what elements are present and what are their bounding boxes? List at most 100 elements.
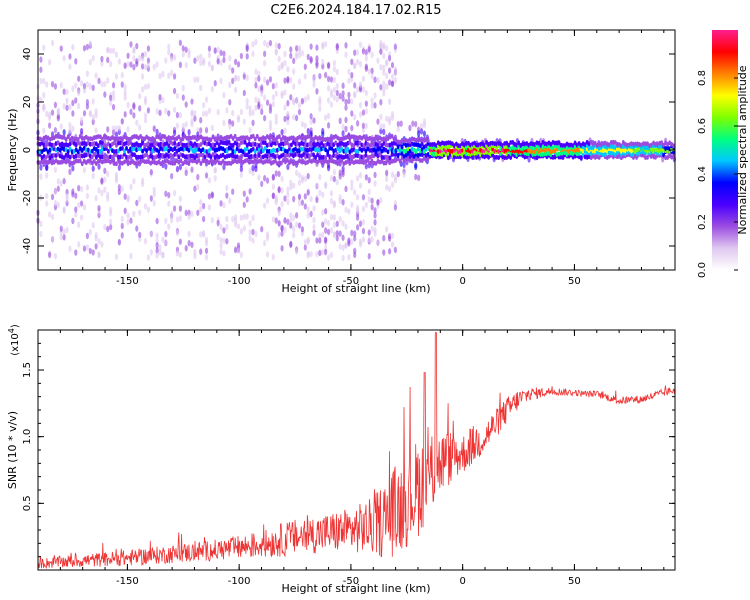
- spectrogram-speckle: [94, 194, 98, 202]
- spectrogram-band-cell: [92, 158, 96, 164]
- spectrogram-speckle: [277, 220, 281, 227]
- spectrogram-speckle: [382, 52, 386, 60]
- spectrogram-speckle: [254, 38, 258, 46]
- spectrogram-speckle: [344, 185, 348, 193]
- x-tick-label: -150: [116, 276, 139, 287]
- spectrogram-band-cell: [400, 151, 404, 157]
- spectrogram-band-cell: [294, 160, 297, 166]
- spectrogram-speckle: [181, 94, 185, 101]
- spectrogram-band-cell: [372, 137, 376, 142]
- spectrogram-speckle: [385, 115, 389, 123]
- spectrogram-speckle: [109, 94, 113, 102]
- spectrogram-band-cell: [442, 141, 446, 146]
- spectrogram-speckle: [245, 74, 249, 82]
- spectrogram-band-cell: [177, 154, 181, 160]
- spectrogram-speckle: [202, 215, 206, 223]
- spectrogram-band-cell: [326, 136, 330, 142]
- x-tick-label: -50: [343, 276, 359, 287]
- spectrogram-band-cell: [221, 140, 225, 146]
- spectrogram-band-cell: [189, 158, 193, 163]
- spectrogram-speckle: [210, 217, 214, 224]
- spectrogram-speckle: [45, 200, 49, 207]
- spectrogram-speckle: [289, 183, 293, 191]
- spectrogram-band-cell: [646, 155, 649, 160]
- spectrogram-speckle: [265, 231, 270, 238]
- spectrogram-band-cell: [191, 148, 195, 154]
- spectrogram-speckle: [161, 70, 165, 78]
- y-tick-label: -40: [22, 238, 33, 254]
- spectrogram-band-cell: [90, 148, 94, 154]
- spectrogram-speckle: [315, 251, 319, 258]
- spectrogram-speckle: [222, 227, 226, 234]
- spectrogram-speckle: [109, 210, 113, 217]
- x-tick-label: 0: [459, 576, 465, 587]
- spectrogram-band-cell: [245, 146, 249, 152]
- spectrogram-speckle: [370, 51, 374, 59]
- spectrogram-speckle: [111, 103, 116, 111]
- spectrogram-speckle: [109, 218, 113, 225]
- spectrogram-band-cell: [384, 160, 388, 166]
- spectrogram-speckle: [292, 83, 296, 90]
- spectrogram-speckle: [414, 163, 418, 171]
- spectrogram-band-cell: [199, 152, 203, 158]
- spectrogram-speckle: [341, 82, 345, 89]
- spectrogram-speckle: [190, 110, 194, 118]
- spectrogram-speckle: [321, 58, 325, 66]
- spectrogram-speckle: [353, 49, 357, 56]
- spectrogram-band-cell: [72, 136, 76, 142]
- spectrogram-band-cell: [277, 160, 281, 166]
- spectrogram-speckle: [274, 90, 278, 97]
- spectrogram-speckle: [74, 211, 78, 218]
- spectrogram-speckle: [62, 129, 66, 136]
- spectrogram-speckle: [417, 130, 421, 137]
- spectrogram-speckle: [329, 227, 334, 234]
- spectrogram-speckle: [146, 206, 151, 213]
- spectrogram-band-cell: [159, 136, 163, 142]
- spectrogram-speckle: [91, 165, 95, 172]
- spectrogram-band-cell: [243, 135, 247, 141]
- spectrogram-speckle: [251, 119, 255, 127]
- spectrogram-band-cell: [386, 155, 390, 160]
- spectrogram-band-cell: [318, 155, 322, 160]
- spectrogram-speckle: [126, 101, 130, 109]
- x-tick-label: 50: [568, 276, 581, 287]
- spectrogram-speckle: [268, 76, 273, 83]
- snr-xlabel: Height of straight line (km): [281, 582, 430, 595]
- spectrogram-speckle: [292, 57, 296, 65]
- spectrogram-band-cell: [139, 133, 142, 139]
- spectrogram-band-cell: [406, 146, 410, 152]
- spectrogram-band-cell: [115, 161, 118, 167]
- spectrogram-band-cell: [62, 146, 66, 152]
- spectrogram-band-cell: [119, 160, 122, 166]
- spectrogram-speckle: [207, 177, 212, 184]
- spectrogram-speckle: [225, 185, 229, 192]
- spectrogram-speckle: [199, 53, 203, 61]
- spectrogram-speckle: [277, 186, 281, 193]
- spectrogram-speckle: [91, 222, 95, 229]
- spectrogram-speckle: [233, 74, 238, 82]
- spectrogram-speckle: [280, 230, 284, 237]
- spectrogram-speckle: [289, 77, 293, 84]
- spectrogram-band-cell: [326, 149, 330, 155]
- spectrogram-speckle: [62, 177, 66, 185]
- spectrogram-speckle: [91, 172, 95, 180]
- spectrogram-speckle: [312, 205, 316, 212]
- spectrogram-speckle: [341, 168, 345, 176]
- spectrogram-speckle: [178, 163, 182, 171]
- spectrogram-speckle: [385, 60, 389, 67]
- spectrogram-band-cell: [131, 142, 134, 148]
- spectrogram-speckle: [335, 220, 339, 228]
- spectrogram-speckle: [79, 200, 84, 207]
- spectrogram-speckle: [184, 209, 188, 217]
- spectrogram-speckle: [315, 88, 319, 95]
- spectrogram-speckle: [361, 219, 366, 226]
- spectrogram-band-cell: [209, 154, 213, 160]
- spectrogram-speckle: [312, 229, 316, 237]
- spectrogram-speckle: [175, 92, 180, 100]
- spectrogram-speckle: [350, 179, 354, 186]
- spectrogram-speckle: [356, 86, 360, 93]
- spectrogram-speckle: [248, 127, 252, 134]
- spectrogram-speckle: [39, 164, 43, 171]
- spectrogram-band-cell: [187, 143, 191, 148]
- spectrogram-speckle: [161, 236, 165, 243]
